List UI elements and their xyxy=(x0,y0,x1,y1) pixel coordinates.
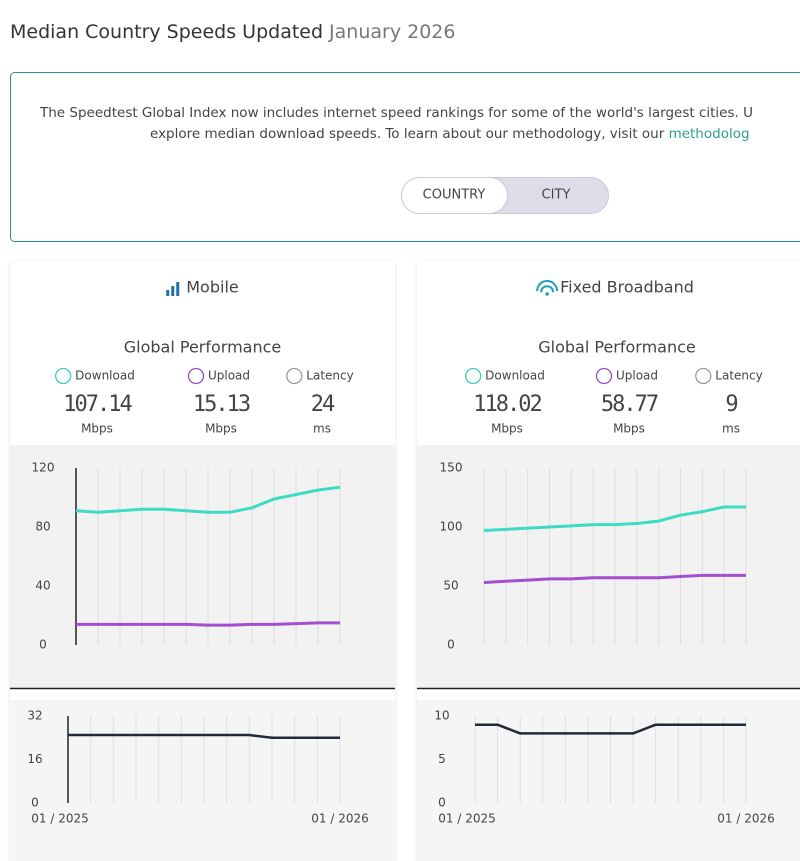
stat-label: Upload xyxy=(616,369,658,383)
y-tick-label: 0 xyxy=(447,638,455,652)
panel-title: Mobile xyxy=(186,278,238,297)
stat-value: 24 xyxy=(311,392,335,417)
y-tick-label: 150 xyxy=(440,461,463,475)
stat-label: Latency xyxy=(715,369,762,383)
stat-label: Download xyxy=(485,369,545,383)
stat-icon xyxy=(695,367,712,385)
stat-icon xyxy=(187,367,205,385)
y-tick-label: 40 xyxy=(35,579,50,593)
stat-unit: Mbps xyxy=(205,422,237,436)
title: Median Country Speeds Updated xyxy=(10,21,323,43)
line xyxy=(475,723,746,735)
line xyxy=(75,485,341,514)
x-tick-label: 01 / 2025 xyxy=(31,812,88,826)
icon xyxy=(171,286,175,296)
stat-value: 9 xyxy=(725,392,737,417)
x-tick-label: 01 / 2026 xyxy=(311,812,368,826)
stat-value: 58.77 xyxy=(601,392,658,417)
y-tick-label: 0 xyxy=(31,796,39,810)
line xyxy=(483,505,746,533)
line xyxy=(76,621,340,627)
y-tick-label: 10 xyxy=(434,709,449,723)
intro-text: explore median download speeds. To learn… xyxy=(150,126,669,142)
stat-value: 107.14 xyxy=(63,392,132,417)
stat-icon xyxy=(465,367,482,385)
stat-icon xyxy=(55,367,72,385)
y-tick-label: 5 xyxy=(438,752,446,766)
icon xyxy=(540,285,555,293)
stat-value: 118.02 xyxy=(473,392,541,417)
icon xyxy=(545,292,549,296)
chart-bg xyxy=(417,700,800,861)
stat-unit: ms xyxy=(722,422,740,436)
icon xyxy=(176,282,180,296)
y-tick-label: 0 xyxy=(39,638,47,652)
stat-unit: ms xyxy=(313,422,331,436)
panel-title: Fixed Broadband xyxy=(560,278,694,297)
stat-unit: Mbps xyxy=(491,422,523,436)
stat-label: Latency xyxy=(306,369,353,383)
icon xyxy=(166,290,170,296)
y-tick-label: 120 xyxy=(32,461,55,475)
toggle-label[interactable]: COUNTRY xyxy=(423,188,486,203)
subtitle: Global Performance xyxy=(124,338,282,357)
chart-bg xyxy=(10,445,395,688)
subtitle: Global Performance xyxy=(538,338,696,357)
y-tick-label: 80 xyxy=(35,520,50,534)
intro-line: The Speedtest Global Index now includes … xyxy=(39,105,753,121)
x-tick-label: 01 / 2026 xyxy=(717,812,774,826)
y-tick-label: 50 xyxy=(443,579,458,593)
x-tick-label: 01 / 2025 xyxy=(438,812,495,826)
stat-value: 15.13 xyxy=(193,392,250,417)
stat-icon xyxy=(286,367,303,385)
chart-bg xyxy=(417,445,800,688)
chart-bg xyxy=(10,700,395,861)
y-tick-label: 0 xyxy=(438,796,446,810)
line xyxy=(68,733,340,739)
icon xyxy=(536,280,559,292)
y-tick-label: 100 xyxy=(440,520,463,534)
stat-label: Upload xyxy=(208,369,250,383)
y-tick-label: 16 xyxy=(27,752,42,766)
y-tick-label: 32 xyxy=(27,709,42,723)
intro-line: explore median download speeds. To learn… xyxy=(150,126,750,142)
stat-label: Download xyxy=(75,369,135,383)
page-title: Median Country Speeds Updated January 202… xyxy=(10,21,455,43)
toggle-label[interactable]: CITY xyxy=(542,188,571,203)
toggle-country[interactable] xyxy=(401,177,508,214)
stat-unit: Mbps xyxy=(613,422,645,436)
stat-icon xyxy=(595,367,613,385)
methodology-link[interactable]: methodolog xyxy=(669,126,750,142)
stat-unit: Mbps xyxy=(81,422,113,436)
line xyxy=(483,573,746,584)
date: January 2026 xyxy=(328,21,455,43)
intro-box xyxy=(10,72,800,242)
